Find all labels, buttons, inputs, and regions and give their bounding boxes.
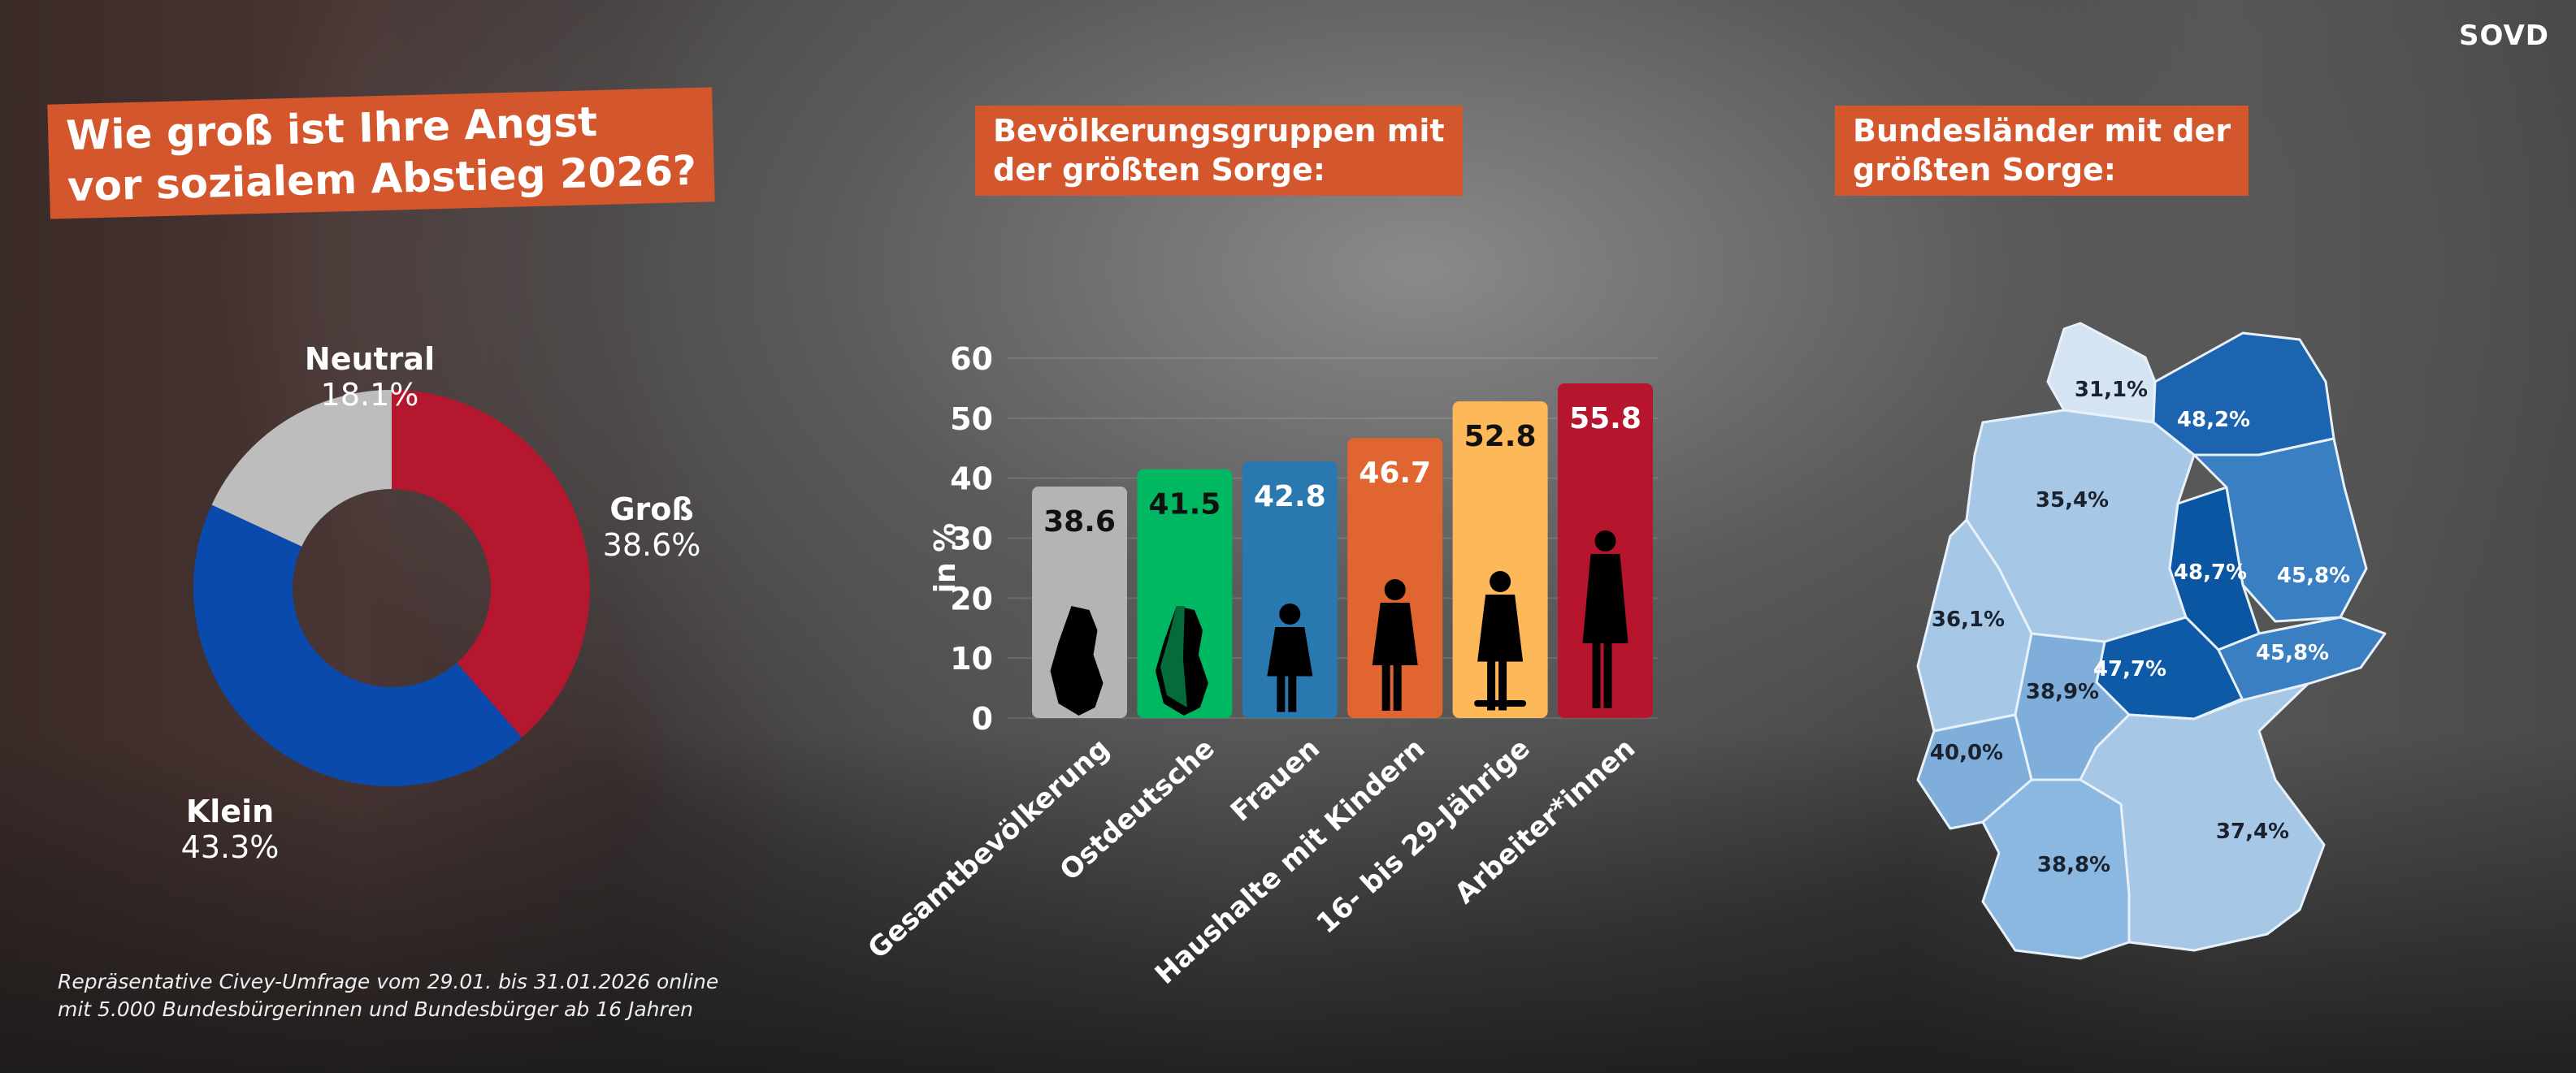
woman-icon — [1267, 604, 1313, 712]
bar-value-label: 52.8 — [1464, 420, 1537, 453]
map-region — [2046, 322, 2157, 424]
y-tick-label: 30 — [950, 521, 993, 557]
map-region-value: 40,0% — [1930, 741, 2003, 765]
map-region-value: 38,9% — [2026, 680, 2099, 704]
y-tick-label: 40 — [950, 461, 993, 497]
y-tick-label: 0 — [972, 701, 993, 737]
map-title-line-2: größten Sorge: — [1853, 151, 2116, 188]
donut-slice-neutral — [211, 390, 392, 547]
category-label: Frauen — [1225, 732, 1326, 828]
map-region-value: 31,1% — [2075, 378, 2148, 402]
map-region-value: 38,8% — [2037, 853, 2110, 877]
bar-value-label: 42.8 — [1254, 480, 1326, 513]
germany-map — [1916, 322, 2387, 960]
category-label: Arbeiter*innen — [1449, 732, 1641, 910]
map-region — [1981, 778, 2131, 960]
donut-label: Groß — [609, 491, 693, 527]
donut-value: 43.3% — [181, 829, 280, 865]
bar — [1347, 438, 1443, 718]
y-tick-label: 20 — [950, 581, 993, 617]
map-region-value: 47,7% — [2093, 657, 2166, 681]
y-tick-label: 50 — [950, 401, 993, 437]
map-title: Bundesländer mit der größten Sorge: — [1835, 106, 2249, 196]
bar-title-line-1: Bevölkerungsgruppen mit — [993, 113, 1445, 149]
map-region-value: 48,7% — [2174, 560, 2247, 585]
bar-value-label: 38.6 — [1043, 505, 1116, 539]
footnote: Repräsentative Civey-Umfrage vom 29.01. … — [58, 968, 718, 1023]
donut-value: 38.6% — [603, 527, 701, 563]
y-tick-label: 10 — [950, 641, 993, 677]
map-region — [2192, 437, 2368, 623]
bar-title: Bevölkerungsgruppen mit der größten Sorg… — [975, 106, 1463, 196]
bar-value-label: 41.5 — [1148, 488, 1221, 521]
donut-label: Klein — [186, 794, 274, 829]
map-region-value: 37,4% — [2216, 820, 2289, 844]
map-region-value: 36,1% — [1932, 608, 2005, 632]
y-tick-label: 60 — [950, 341, 993, 377]
bar-title-line-2: der größten Sorge: — [993, 151, 1325, 188]
parent-child-icon — [1372, 579, 1418, 711]
bar-value-label: 55.8 — [1569, 402, 1641, 435]
bar — [1452, 401, 1548, 718]
bar-value-label: 46.7 — [1359, 456, 1431, 490]
footnote-line-1: Repräsentative Civey-Umfrage vom 29.01. … — [58, 970, 719, 993]
map-region-value: 45,8% — [2277, 564, 2350, 588]
sovd-logo: SOVD — [2459, 19, 2550, 52]
worker-icon — [1582, 530, 1628, 708]
footnote-line-2: mit 5.000 Bundesbürgerinnen und Bundesbü… — [58, 997, 694, 1021]
donut-slice-groß — [392, 390, 590, 738]
donut-label: Neutral — [305, 341, 435, 377]
y-axis-label: in % — [929, 523, 962, 594]
map-region-value: 48,2% — [2177, 408, 2250, 432]
east-germany-map-icon — [1155, 606, 1208, 716]
map-region-value: 45,8% — [2256, 641, 2329, 665]
bar — [1242, 461, 1338, 718]
germany-map-icon — [1050, 606, 1104, 716]
map-region-value: 35,4% — [2036, 488, 2109, 513]
map-region — [2152, 331, 2335, 456]
map-title-line-1: Bundesländer mit der — [1853, 113, 2231, 149]
skateboarder-icon — [1474, 571, 1527, 711]
map-region — [2217, 616, 2387, 702]
donut-slice-klein — [193, 504, 523, 787]
donut-value: 18.1% — [321, 377, 419, 413]
